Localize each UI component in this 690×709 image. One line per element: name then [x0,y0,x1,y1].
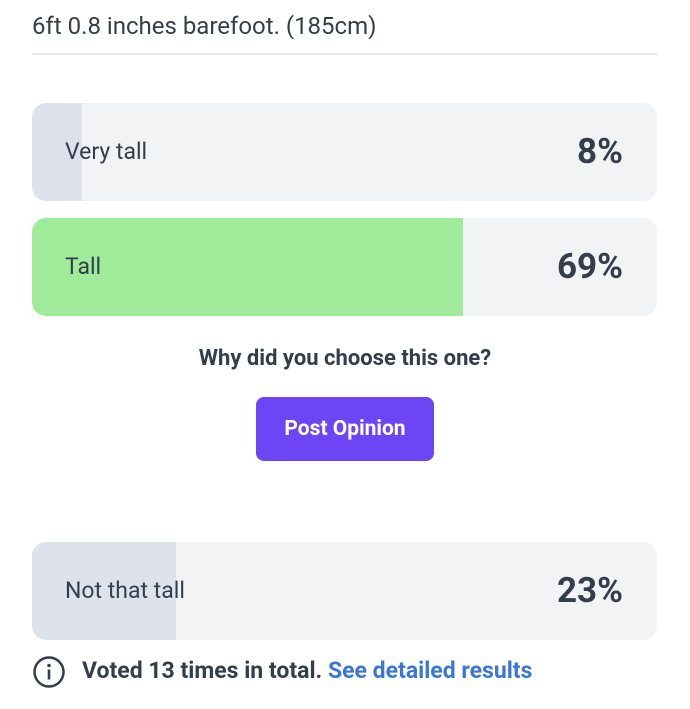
result-bar [32,218,464,316]
divider [32,53,657,55]
option-label: Tall [65,253,102,280]
results-link[interactable]: See detailed results [327,657,533,684]
option-percent: 23% [556,570,623,611]
prompt: Why did you choose this one? [198,346,492,371]
poll-option[interactable]: Tall 69% [32,218,657,316]
question-title: 6ft 0.8 inches barefoot. (185cm) [32,12,377,40]
option-label: Very tall [65,138,148,165]
option-label: Not that tall [65,577,185,604]
post-opinion-button[interactable]: Post Opinion [256,397,434,461]
footer: Voted 13 times in total. See detailed re… [82,657,532,684]
poll-option[interactable]: Very tall 8% [32,103,657,201]
result-bar [32,542,176,640]
poll-option[interactable]: Not that tall 23% [32,542,657,640]
result-bar [32,103,82,201]
info-icon [33,656,65,688]
vote-summary: Voted 13 times in total. [82,657,323,684]
option-percent: 69% [556,246,623,287]
option-percent: 8% [577,131,623,172]
